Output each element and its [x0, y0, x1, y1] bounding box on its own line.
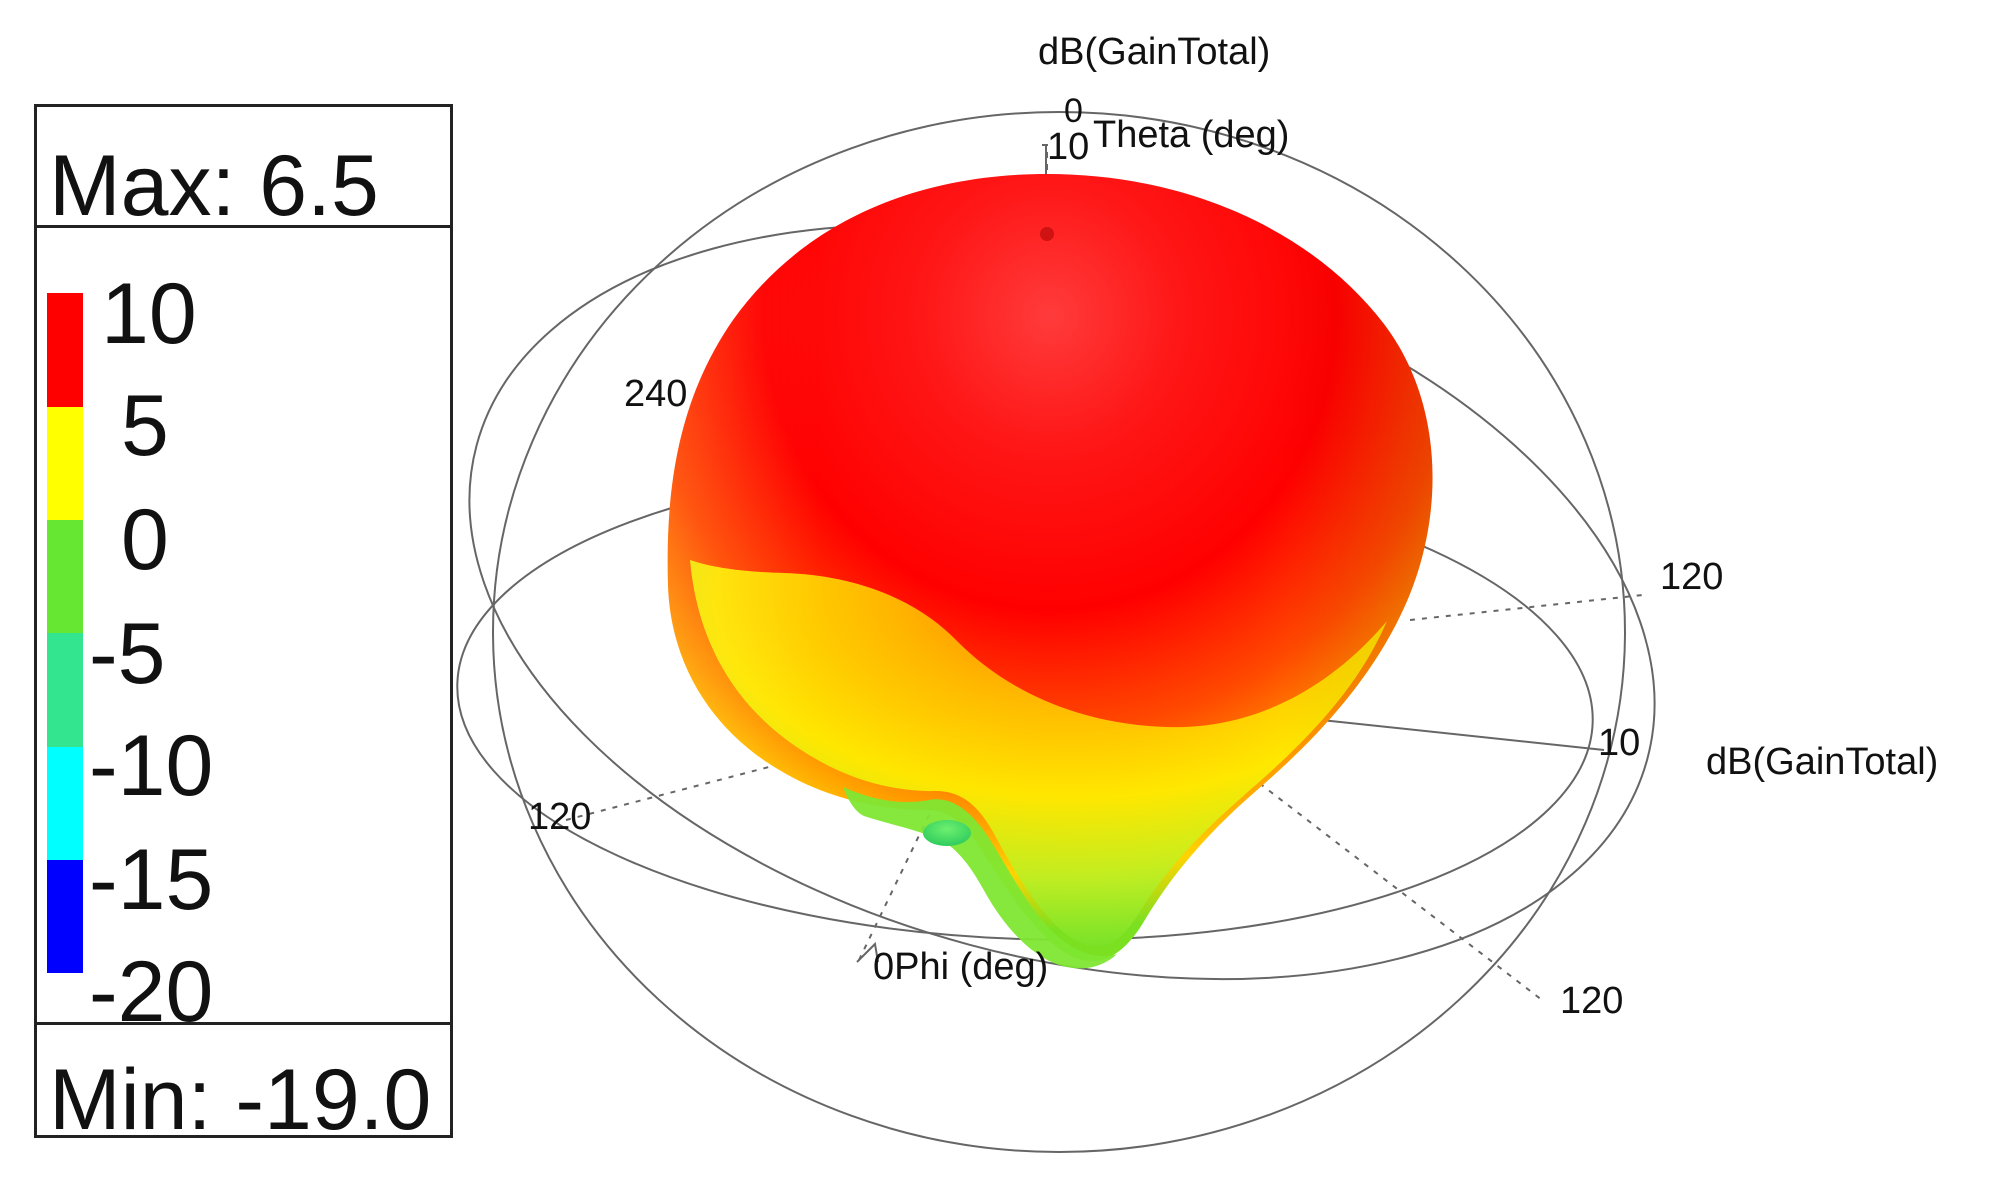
top-pole-marker — [1040, 227, 1054, 241]
bottom-right-guide — [1249, 775, 1543, 1001]
legend-swatch-0 — [47, 293, 83, 407]
right-guide-120 — [1409, 594, 1644, 621]
legend-value-2: 0 — [121, 492, 169, 588]
right-db-title: dB(GainTotal) — [1706, 741, 1938, 783]
legend-value-5: -15 — [89, 832, 214, 928]
theta-zero-label: 0 — [1064, 92, 1083, 130]
legend-value-4: -10 — [89, 718, 214, 814]
small-side-lobe — [923, 820, 971, 846]
phi-title: 0Phi (deg) — [873, 946, 1048, 988]
outer-ring-main — [492, 111, 1626, 1153]
left-240-label: 240 — [624, 373, 687, 415]
surface-shading — [667, 174, 1433, 961]
legend-swatch-1 — [47, 407, 83, 520]
plot-labels: dB(GainTotal) 0 Theta (deg) 10 240 120 1… — [528, 31, 1938, 1022]
theta-title: Theta (deg) — [1093, 114, 1289, 156]
legend-scale: 10 5 0 -5 -10 -15 -20 — [47, 271, 407, 1035]
legend-value-6: -20 — [89, 944, 214, 1040]
legend-swatch-5 — [47, 860, 83, 973]
right-solid-axis — [1311, 718, 1605, 751]
bottom-right-120-label: 120 — [1560, 980, 1623, 1022]
legend-value-3: -5 — [89, 606, 166, 702]
legend-value-0: 10 — [101, 266, 197, 362]
z-axis-title: dB(GainTotal) — [1038, 31, 1270, 73]
theta-ten-label: 10 — [1047, 126, 1089, 168]
legend-swatch-4 — [47, 747, 83, 860]
right-120-label: 120 — [1660, 556, 1723, 598]
legend-max-label: Max: 6.5 — [49, 138, 379, 234]
left-120-label: 120 — [528, 796, 591, 838]
legend-divider-top — [37, 225, 450, 228]
legend-divider-bottom — [37, 1022, 450, 1025]
phi-marker — [856, 941, 879, 963]
legend-min-label: Min: -19.0 — [49, 1052, 432, 1148]
legend-value-1: 5 — [121, 378, 169, 474]
right-ten-label: 10 — [1598, 722, 1640, 764]
legend-swatch-2 — [47, 520, 83, 633]
green-underside — [843, 787, 1117, 969]
pattern-surface — [667, 174, 1433, 969]
legend-panel: Max: 6.5 10 5 0 -5 -10 -15 -20 Min: -19.… — [34, 104, 453, 1143]
legend-swatch-3 — [47, 633, 83, 747]
